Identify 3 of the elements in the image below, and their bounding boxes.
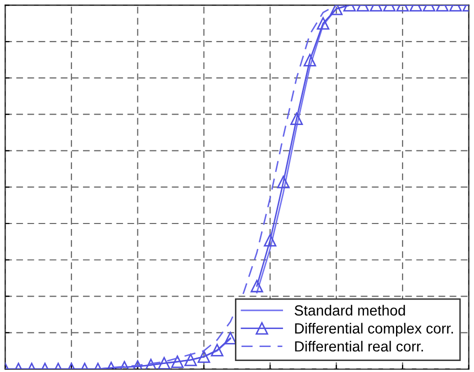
legend-label: Differential complex corr. (295, 322, 453, 336)
legend-label: Standard method (294, 304, 405, 316)
legend-label: Differential real corr. (295, 340, 423, 352)
